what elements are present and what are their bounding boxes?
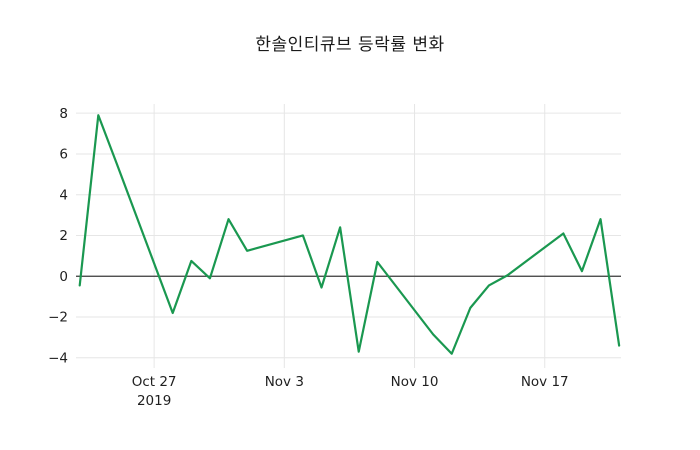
x-tick-year-label: 2019 [137, 393, 171, 409]
y-tick-label: −4 [48, 351, 68, 367]
x-tick-label: Nov 17 [521, 374, 569, 390]
y-tick-label: 6 [59, 147, 68, 163]
y-tick-label: 8 [59, 106, 68, 122]
chart-title: 한솔인티큐브 등락률 변화 [255, 35, 445, 55]
y-tick-label: −2 [48, 310, 68, 326]
x-tick-label: Oct 27 [132, 374, 177, 390]
series-line [78, 114, 621, 355]
y-tick-label: 0 [59, 269, 68, 285]
y-tick-label: 4 [59, 187, 68, 203]
x-tick-label: Nov 10 [391, 374, 439, 390]
x-tick-label: Nov 3 [265, 374, 304, 390]
y-tick-label: 2 [59, 228, 68, 244]
